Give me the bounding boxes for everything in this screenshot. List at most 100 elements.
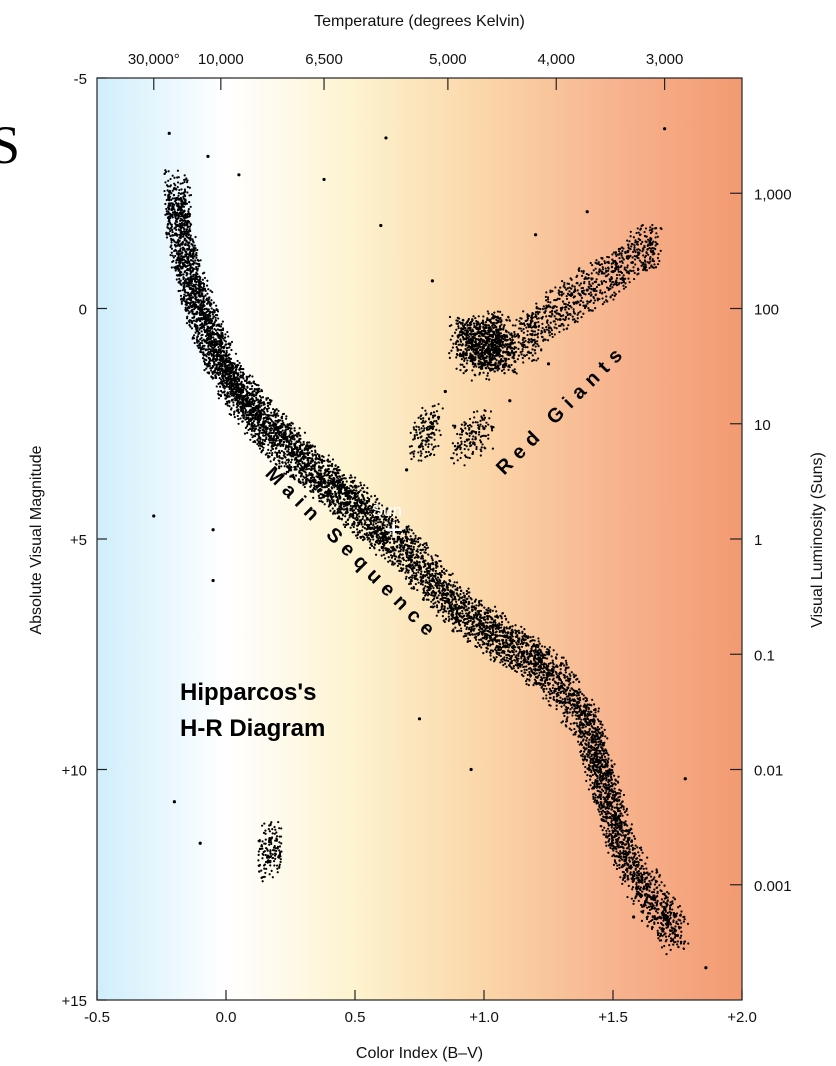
star-point: [252, 420, 256, 423]
star-point: [239, 417, 242, 420]
star-point: [190, 281, 193, 285]
star-point: [317, 484, 320, 487]
star-point: [252, 434, 255, 437]
star-point: [205, 313, 208, 316]
star-point: [204, 334, 208, 338]
star-point: [203, 271, 206, 274]
star-point: [404, 543, 407, 546]
star-point: [188, 323, 191, 327]
star-point: [205, 367, 208, 370]
star-point: [409, 558, 412, 561]
star-point: [350, 508, 353, 511]
star-point: [168, 218, 171, 221]
star-point: [341, 474, 344, 477]
star-point: [213, 354, 216, 357]
star-point: [349, 504, 352, 508]
star-point: [191, 256, 195, 259]
star-point: [184, 178, 187, 181]
star-point: [245, 416, 248, 419]
star-point: [216, 343, 219, 346]
star-point: [414, 561, 417, 564]
star-point: [316, 476, 319, 479]
star-point: [379, 539, 382, 542]
star-point: [179, 236, 182, 239]
star-point: [258, 436, 261, 439]
star-point: [419, 567, 423, 570]
star-point: [313, 445, 317, 448]
star-point: [311, 453, 314, 456]
star-point: [405, 536, 408, 540]
star-point: [311, 476, 314, 479]
star-point: [360, 521, 363, 524]
star-point: [185, 202, 189, 205]
star-point: [196, 275, 199, 278]
star-point: [216, 310, 220, 313]
star-point: [268, 414, 272, 417]
star-point: [250, 433, 253, 436]
star-point: [243, 395, 246, 398]
star-point: [201, 348, 204, 351]
star-point: [177, 257, 180, 260]
star-point: [337, 472, 340, 475]
star-point: [239, 375, 242, 378]
star-point: [382, 553, 386, 556]
star-point: [206, 341, 209, 344]
star-point: [361, 515, 365, 518]
star-point: [426, 571, 429, 575]
star-point: [202, 304, 205, 307]
star-point: [177, 224, 180, 227]
star-point: [223, 390, 226, 393]
star-point: [288, 463, 291, 467]
star-point: [164, 202, 167, 206]
star-point: [278, 439, 281, 442]
star-point: [323, 503, 326, 506]
star-point: [425, 543, 428, 547]
star-point: [307, 447, 310, 450]
star-point: [321, 501, 324, 504]
star-point: [372, 538, 375, 541]
star-point: [326, 481, 330, 484]
star-point: [423, 563, 426, 566]
star-point: [356, 533, 360, 536]
star-point: [219, 341, 223, 345]
star-point: [268, 424, 271, 428]
star-point: [241, 399, 245, 402]
star-point: [179, 182, 182, 185]
star-point: [218, 371, 221, 374]
star-point: [166, 189, 169, 192]
star-point: [194, 235, 197, 239]
star-point: [212, 308, 215, 311]
star-point: [431, 559, 434, 562]
star-point: [344, 521, 348, 524]
star-point: [189, 296, 193, 300]
star-point: [434, 554, 437, 557]
star-point: [199, 259, 202, 262]
star-point: [217, 397, 220, 400]
star-point: [206, 348, 209, 351]
star-point: [199, 313, 202, 316]
star-point: [177, 254, 180, 258]
star-point: [442, 567, 445, 571]
star-point: [198, 841, 202, 845]
star-point: [179, 227, 183, 230]
star-point: [323, 479, 326, 482]
star-point: [196, 292, 199, 295]
star-point: [174, 254, 177, 258]
star-point: [416, 550, 419, 553]
star-point: [198, 331, 201, 335]
star-point: [451, 585, 454, 588]
star-point: [430, 591, 433, 594]
star-point: [212, 347, 215, 350]
star-point: [191, 289, 194, 292]
star-point: [429, 562, 432, 566]
star-point: [193, 312, 196, 315]
star-point: [267, 448, 270, 451]
star-point: [220, 364, 223, 367]
star-point: [264, 437, 268, 441]
star-point: [207, 288, 210, 291]
star-point: [254, 383, 257, 386]
star-point: [399, 553, 402, 556]
star-point: [167, 206, 170, 209]
star-point: [320, 483, 323, 486]
star-point: [165, 236, 169, 239]
